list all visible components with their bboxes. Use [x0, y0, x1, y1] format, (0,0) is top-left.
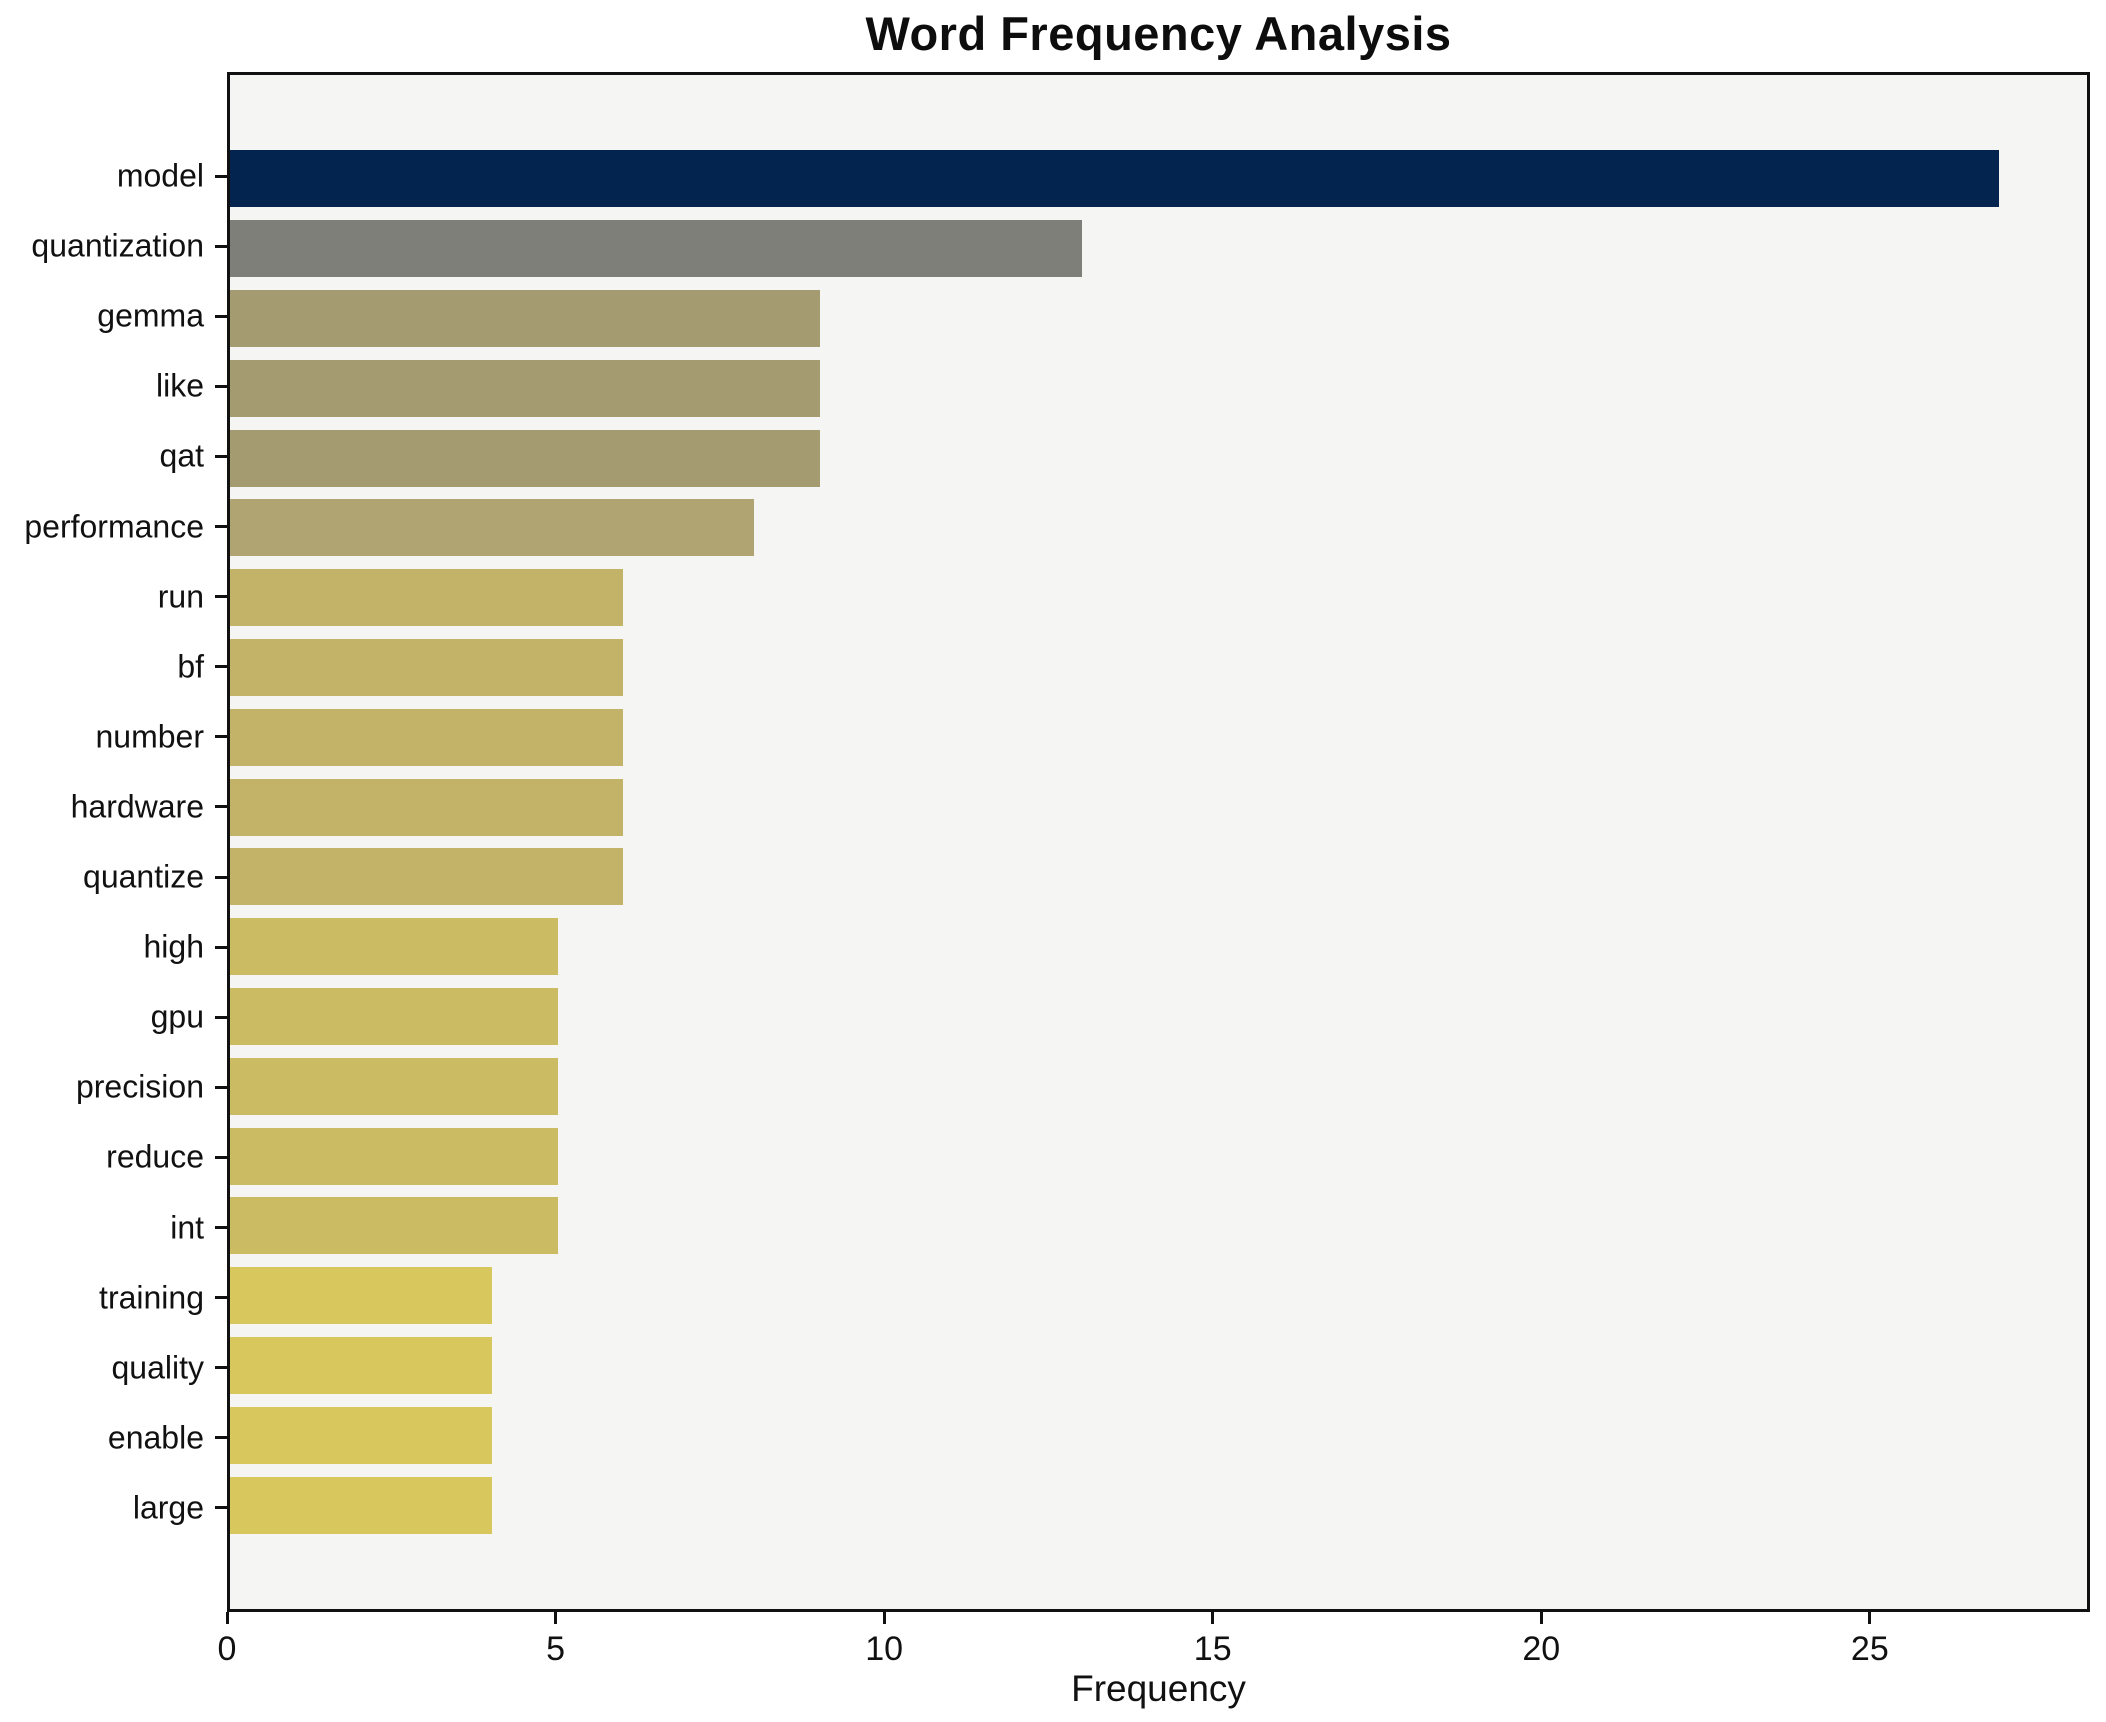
y-tick-label-reduce: reduce	[106, 1138, 204, 1175]
y-tick-label-large: large	[132, 1489, 204, 1526]
bar-row-run	[230, 563, 2087, 633]
bar-row-performance	[230, 493, 2087, 563]
y-tick-mark	[215, 735, 227, 739]
y-tick-mark	[215, 1296, 227, 1300]
bar-row-high	[230, 912, 2087, 982]
y-tick-mark	[215, 1015, 227, 1019]
y-tick-label-gpu: gpu	[150, 998, 204, 1035]
bar-row-training	[230, 1261, 2087, 1331]
x-tick-label-10: 10	[865, 1630, 904, 1668]
bar-row-like	[230, 353, 2087, 423]
y-tick-label-performance: performance	[24, 508, 204, 545]
bar-number	[230, 708, 624, 766]
bar-row-qat	[230, 423, 2087, 493]
y-tick-mark	[215, 665, 227, 669]
bar-run	[230, 569, 624, 627]
bar-row-quality	[230, 1331, 2087, 1401]
bar-high	[230, 918, 558, 976]
bar-row-large	[230, 1470, 2087, 1540]
bar-bf	[230, 638, 624, 696]
x-tick-mark	[1211, 1612, 1215, 1624]
plot-area	[227, 72, 2090, 1612]
bar-training	[230, 1267, 492, 1325]
y-tick-label-int: int	[170, 1209, 204, 1246]
y-tick-mark	[215, 1506, 227, 1510]
x-tick-mark	[225, 1612, 229, 1624]
y-tick-label-qat: qat	[159, 437, 204, 474]
y-tick-mark	[215, 1085, 227, 1089]
y-tick-mark	[215, 384, 227, 388]
y-tick-mark	[215, 174, 227, 178]
y-tick-label-training: training	[99, 1279, 204, 1316]
y-tick-label-run: run	[157, 578, 204, 615]
bar-precision	[230, 1057, 558, 1115]
y-tick-mark	[215, 875, 227, 879]
x-tick-mark	[882, 1612, 886, 1624]
x-tick-label-0: 0	[217, 1630, 237, 1668]
bar-large	[230, 1476, 492, 1534]
x-axis-label: Frequency	[1071, 1668, 1246, 1709]
x-tick-label-25: 25	[1850, 1630, 1889, 1668]
y-tick-mark	[215, 1436, 227, 1440]
y-tick-label-enable: enable	[107, 1419, 204, 1456]
y-tick-label-quality: quality	[111, 1349, 205, 1386]
bar-int	[230, 1197, 558, 1255]
bar-gemma	[230, 289, 820, 347]
bar-hardware	[230, 778, 624, 836]
y-tick-mark	[215, 525, 227, 529]
bar-row-model	[230, 144, 2087, 214]
y-tick-label-model: model	[116, 157, 204, 194]
x-tick-label-15: 15	[1193, 1630, 1232, 1668]
y-tick-label-gemma: gemma	[97, 297, 204, 334]
y-tick-label-quantization: quantization	[31, 227, 204, 264]
y-tick-mark	[215, 314, 227, 318]
y-tick-label-quantize: quantize	[83, 858, 204, 895]
bar-model	[230, 150, 1999, 208]
bar-row-precision	[230, 1051, 2087, 1121]
y-tick-mark	[215, 1366, 227, 1370]
bars-layer	[230, 144, 2087, 1540]
y-tick-mark	[215, 945, 227, 949]
bar-row-quantize	[230, 842, 2087, 912]
y-tick-label-high: high	[143, 928, 205, 965]
bar-reduce	[230, 1127, 558, 1185]
bar-qat	[230, 429, 820, 487]
bar-row-bf	[230, 633, 2087, 703]
bar-row-hardware	[230, 772, 2087, 842]
bar-row-reduce	[230, 1121, 2087, 1191]
bar-enable	[230, 1406, 492, 1464]
chart-title: Word Frequency Analysis	[865, 7, 1452, 60]
x-tick-label-20: 20	[1522, 1630, 1561, 1668]
y-tick-label-bf: bf	[177, 648, 204, 685]
y-tick-mark	[215, 244, 227, 248]
x-tick-mark	[554, 1612, 558, 1624]
bar-quality	[230, 1336, 492, 1394]
bar-row-number	[230, 702, 2087, 772]
y-tick-mark	[215, 1155, 227, 1159]
bar-gpu	[230, 987, 558, 1045]
y-tick-mark	[215, 805, 227, 809]
x-tick-mark	[1868, 1612, 1872, 1624]
y-tick-label-precision: precision	[75, 1068, 204, 1105]
y-tick-label-like: like	[155, 367, 204, 404]
y-tick-label-hardware: hardware	[70, 788, 204, 825]
y-tick-label-number: number	[95, 718, 205, 755]
bar-row-quantization	[230, 214, 2087, 284]
y-tick-mark	[215, 1226, 227, 1230]
bar-row-gpu	[230, 982, 2087, 1052]
x-tick-mark	[1539, 1612, 1543, 1624]
y-tick-mark	[215, 454, 227, 458]
bar-row-gemma	[230, 284, 2087, 354]
x-tick-label-5: 5	[546, 1630, 566, 1668]
bar-row-enable	[230, 1400, 2087, 1470]
bar-like	[230, 359, 820, 417]
bar-quantization	[230, 220, 1082, 278]
bar-performance	[230, 499, 755, 557]
bar-row-int	[230, 1191, 2087, 1261]
bar-quantize	[230, 848, 624, 906]
y-tick-mark	[215, 595, 227, 599]
